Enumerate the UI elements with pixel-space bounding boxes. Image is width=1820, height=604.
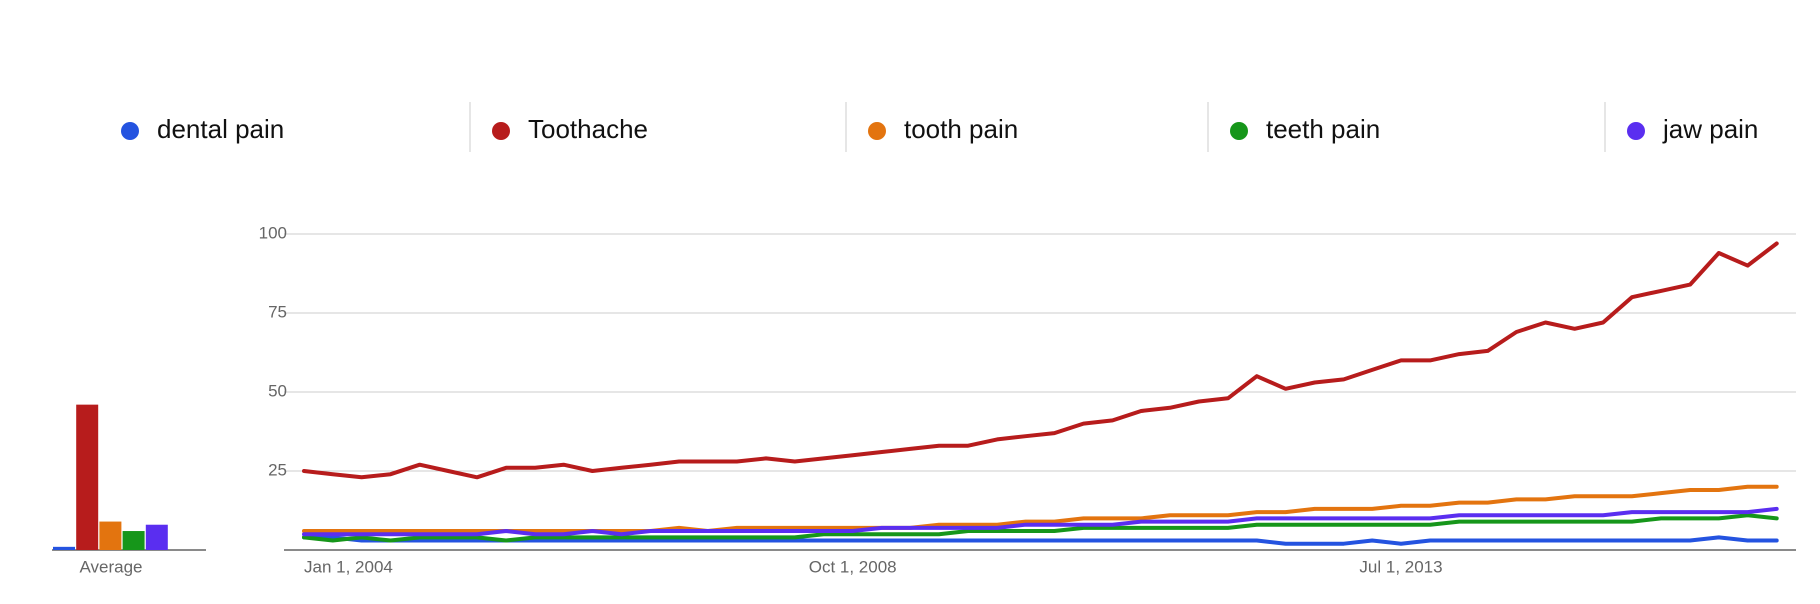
legend-label: Toothache (528, 114, 648, 144)
legend-label: teeth pain (1266, 114, 1380, 144)
series-line (302, 506, 1779, 537)
legend-marker (121, 122, 139, 140)
average-bar (145, 524, 168, 550)
average-bar (122, 531, 145, 550)
series-line (302, 535, 1779, 546)
x-tick-label: Oct 1, 2008 (809, 557, 897, 576)
legend-label: jaw pain (1662, 114, 1758, 144)
legend-label: dental pain (157, 114, 284, 144)
average-bar (99, 521, 122, 550)
legend-marker (868, 122, 886, 140)
average-bar (76, 404, 99, 550)
y-tick-label: 50 (268, 381, 287, 400)
average-bar (53, 546, 75, 550)
y-tick-label: 25 (268, 460, 287, 479)
legend-marker (1230, 122, 1248, 140)
y-tick-label: 75 (268, 302, 287, 321)
x-tick-label: Jul 1, 2013 (1359, 557, 1442, 576)
average-label: Average (79, 557, 142, 576)
legend-label: tooth pain (904, 114, 1018, 144)
legend-marker (492, 122, 510, 140)
legend-marker (1627, 122, 1645, 140)
series-line (302, 484, 1779, 533)
y-tick-label: 100 (259, 223, 287, 242)
x-tick-label: Jan 1, 2004 (304, 557, 393, 576)
series-line (302, 241, 1779, 480)
series-line (302, 513, 1779, 543)
